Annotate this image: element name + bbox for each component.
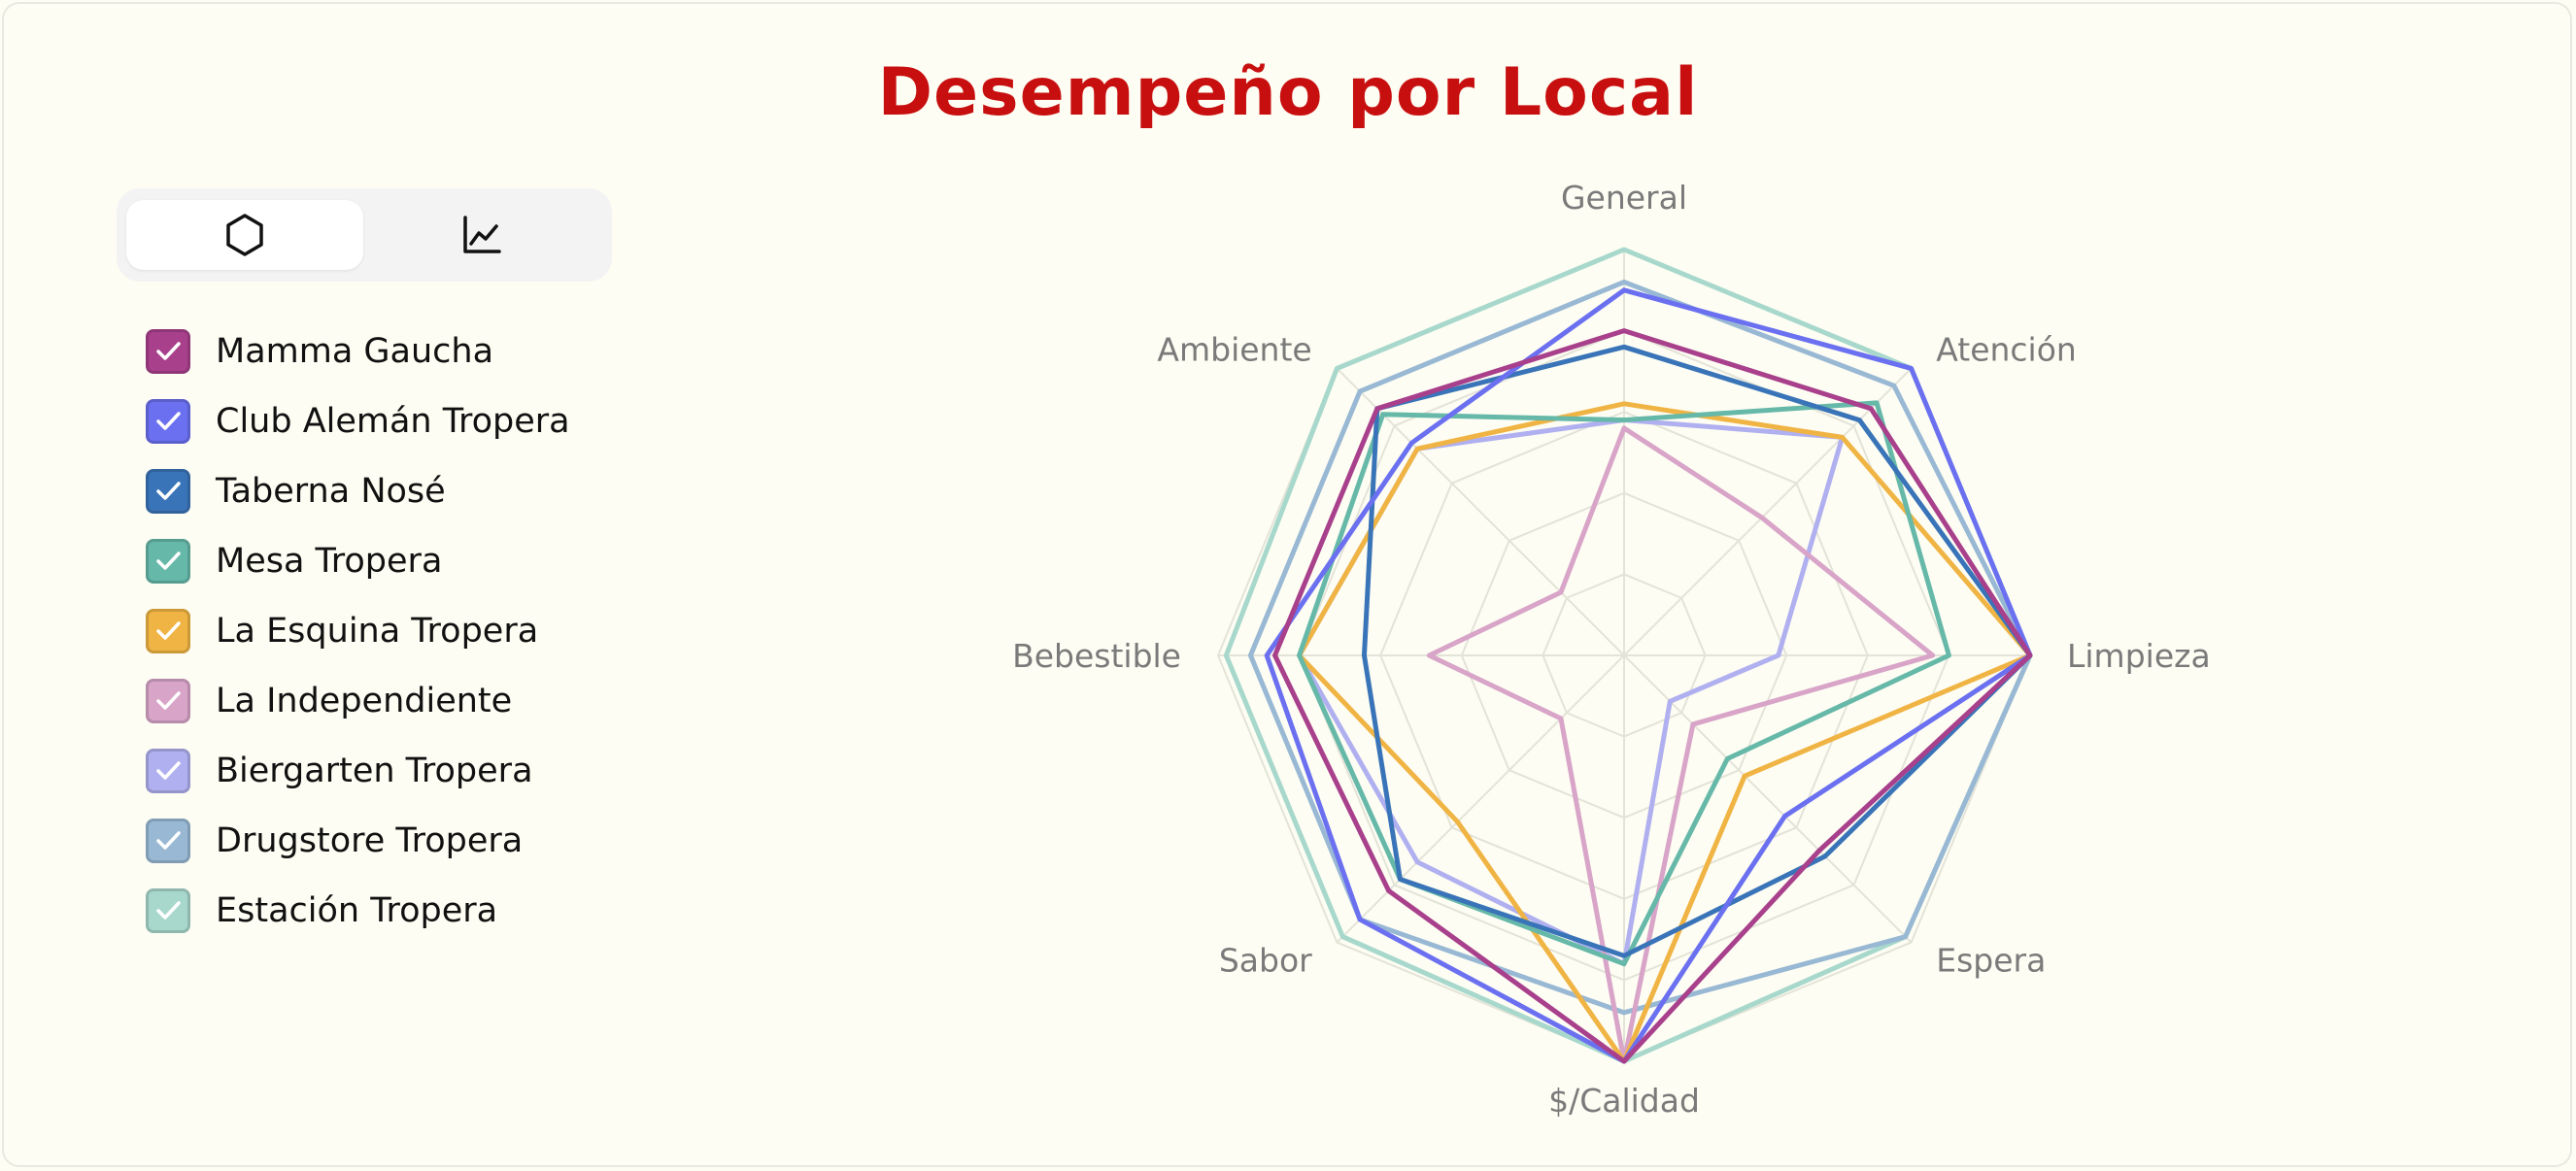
series-line[interactable]	[1272, 328, 2033, 1064]
legend-item[interactable]: La Independiente	[146, 666, 570, 736]
axis-label: Bebestible	[1012, 637, 1181, 675]
series-line[interactable]	[1297, 418, 1846, 967]
legend-checkbox[interactable]	[146, 749, 190, 793]
legend-item[interactable]: Estación Tropera	[146, 876, 570, 946]
check-icon	[156, 761, 181, 780]
legend-checkbox[interactable]	[146, 679, 190, 723]
legend-label: Mamma Gaucha	[216, 332, 494, 371]
grid-spoke	[1623, 367, 1913, 656]
line-view-button[interactable]	[363, 200, 600, 270]
check-icon	[156, 552, 181, 570]
legend-checkbox[interactable]	[146, 329, 190, 374]
legend-label: Biergarten Tropera	[216, 752, 533, 790]
legend-item[interactable]: Club Alemán Tropera	[146, 386, 570, 456]
legend-checkbox[interactable]	[146, 399, 190, 444]
check-icon	[156, 621, 181, 640]
chart-title: Desempeño por Local	[877, 54, 1699, 131]
check-icon	[156, 901, 181, 920]
series-line[interactable]	[1361, 344, 2033, 958]
legend-item[interactable]: Mesa Tropera	[146, 526, 570, 596]
hexagon-icon	[226, 214, 263, 256]
legend-item[interactable]: Taberna Nosé	[146, 456, 570, 526]
radar-view-button[interactable]	[126, 200, 363, 270]
legend-checkbox[interactable]	[146, 469, 190, 514]
legend-label: Mesa Tropera	[216, 542, 443, 581]
legend-label: Estación Tropera	[216, 891, 498, 930]
legend-checkbox[interactable]	[146, 888, 190, 933]
check-icon	[156, 691, 181, 710]
check-icon	[156, 831, 181, 850]
axis-label: Ambiente	[1157, 331, 1311, 369]
axis-label: Atención	[1936, 331, 2077, 369]
check-icon	[156, 342, 181, 360]
view-toggle	[117, 188, 612, 282]
axis-label: Espera	[1936, 941, 2046, 979]
axis-label: Limpieza	[2067, 637, 2211, 675]
legend-item[interactable]: Mamma Gaucha	[146, 317, 570, 386]
legend-item[interactable]: Biergarten Tropera	[146, 736, 570, 806]
check-icon	[156, 482, 181, 500]
grid-spoke	[1336, 654, 1625, 944]
legend-checkbox[interactable]	[146, 609, 190, 653]
legend-label: Taberna Nosé	[216, 472, 446, 511]
legend-label: Drugstore Tropera	[216, 821, 524, 860]
axis-label: General	[1561, 179, 1687, 217]
legend-item[interactable]: La Esquina Tropera	[146, 596, 570, 666]
legend-label: La Independiente	[216, 682, 513, 720]
axis-label: Sabor	[1219, 941, 1312, 979]
axis-label: $/Calidad	[1548, 1082, 1700, 1120]
legend-checkbox[interactable]	[146, 819, 190, 863]
legend-item[interactable]: Drugstore Tropera	[146, 806, 570, 876]
legend-label: La Esquina Tropera	[216, 612, 539, 651]
series-line[interactable]	[1247, 279, 2033, 1016]
legend-label: Club Alemán Tropera	[216, 402, 570, 441]
line-chart-icon	[463, 216, 501, 253]
legend-checkbox[interactable]	[146, 539, 190, 584]
series-line[interactable]	[1426, 425, 1936, 1064]
legend: Mamma Gaucha Club Alemán Tropera Taberna N…	[146, 317, 570, 946]
series-line[interactable]	[1297, 400, 1951, 967]
check-icon	[156, 412, 181, 430]
